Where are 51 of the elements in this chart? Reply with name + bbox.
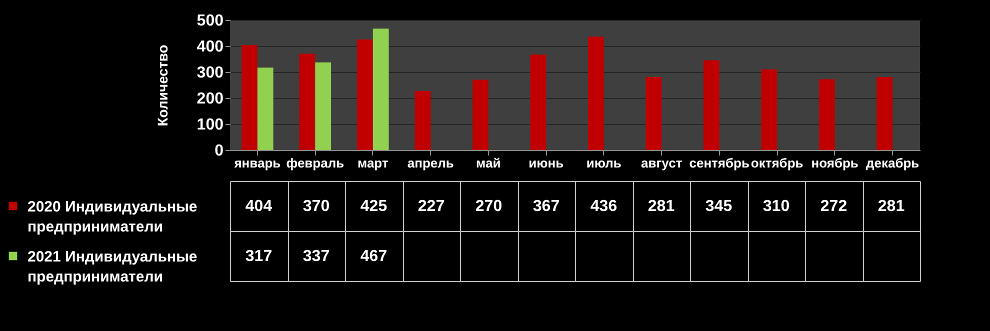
data-label: 467 [360,248,388,265]
x-tick-label: апрель [407,156,454,170]
x-tick-label: сентябрь [689,156,750,170]
bar [703,60,720,150]
x-tick-label: ноябрь [811,156,858,170]
bar [818,79,835,150]
x-tick-label: май [476,156,501,170]
y-tick-label: 0 [214,142,224,160]
bar [357,40,373,150]
data-label: 317 [245,248,272,265]
data-label: 281 [878,198,905,215]
data-label: 367 [532,198,560,215]
data-label: 370 [302,198,330,215]
y-tick-label: 400 [196,38,224,56]
bar [414,90,431,150]
data-label: 436 [590,198,618,215]
data-label: 227 [418,198,445,215]
x-tick-label: январь [234,156,281,170]
bar [761,69,778,150]
data-label: 272 [820,198,848,215]
y-tick-label: 200 [196,90,224,108]
bar [876,76,893,150]
bar [530,54,546,150]
y-tick-label: 100 [196,116,224,134]
data-label: 337 [302,248,330,265]
bar [372,28,389,150]
y-tick-label: 300 [196,64,224,82]
data-label: 425 [360,198,388,215]
data-label: 281 [648,198,675,215]
data-label: 270 [475,198,502,215]
bar [299,54,316,150]
bar [242,44,258,150]
x-tick-label: август [641,156,682,170]
x-tick-label: декабрь [866,156,920,170]
bar [646,76,662,150]
y-axis-title: Количество [154,44,170,126]
x-tick-label: октябрь [750,156,804,170]
legend-label: 2021 Индивидуальные предприниматели [28,248,198,286]
bar [472,80,488,150]
y-tick-label: 500 [196,12,224,30]
data-label: 310 [762,198,790,215]
x-tick-label: февраль [286,156,344,170]
bar [315,62,332,150]
x-tick-label: март [358,156,388,170]
x-tick-label: июль [586,156,622,170]
data-label: 345 [705,198,732,215]
data-label: 404 [245,198,272,215]
legend-label: 2020 Индивидуальные предприниматели [28,198,198,236]
bar [588,36,604,150]
x-tick-label: июнь [528,156,564,170]
bar [257,68,274,150]
